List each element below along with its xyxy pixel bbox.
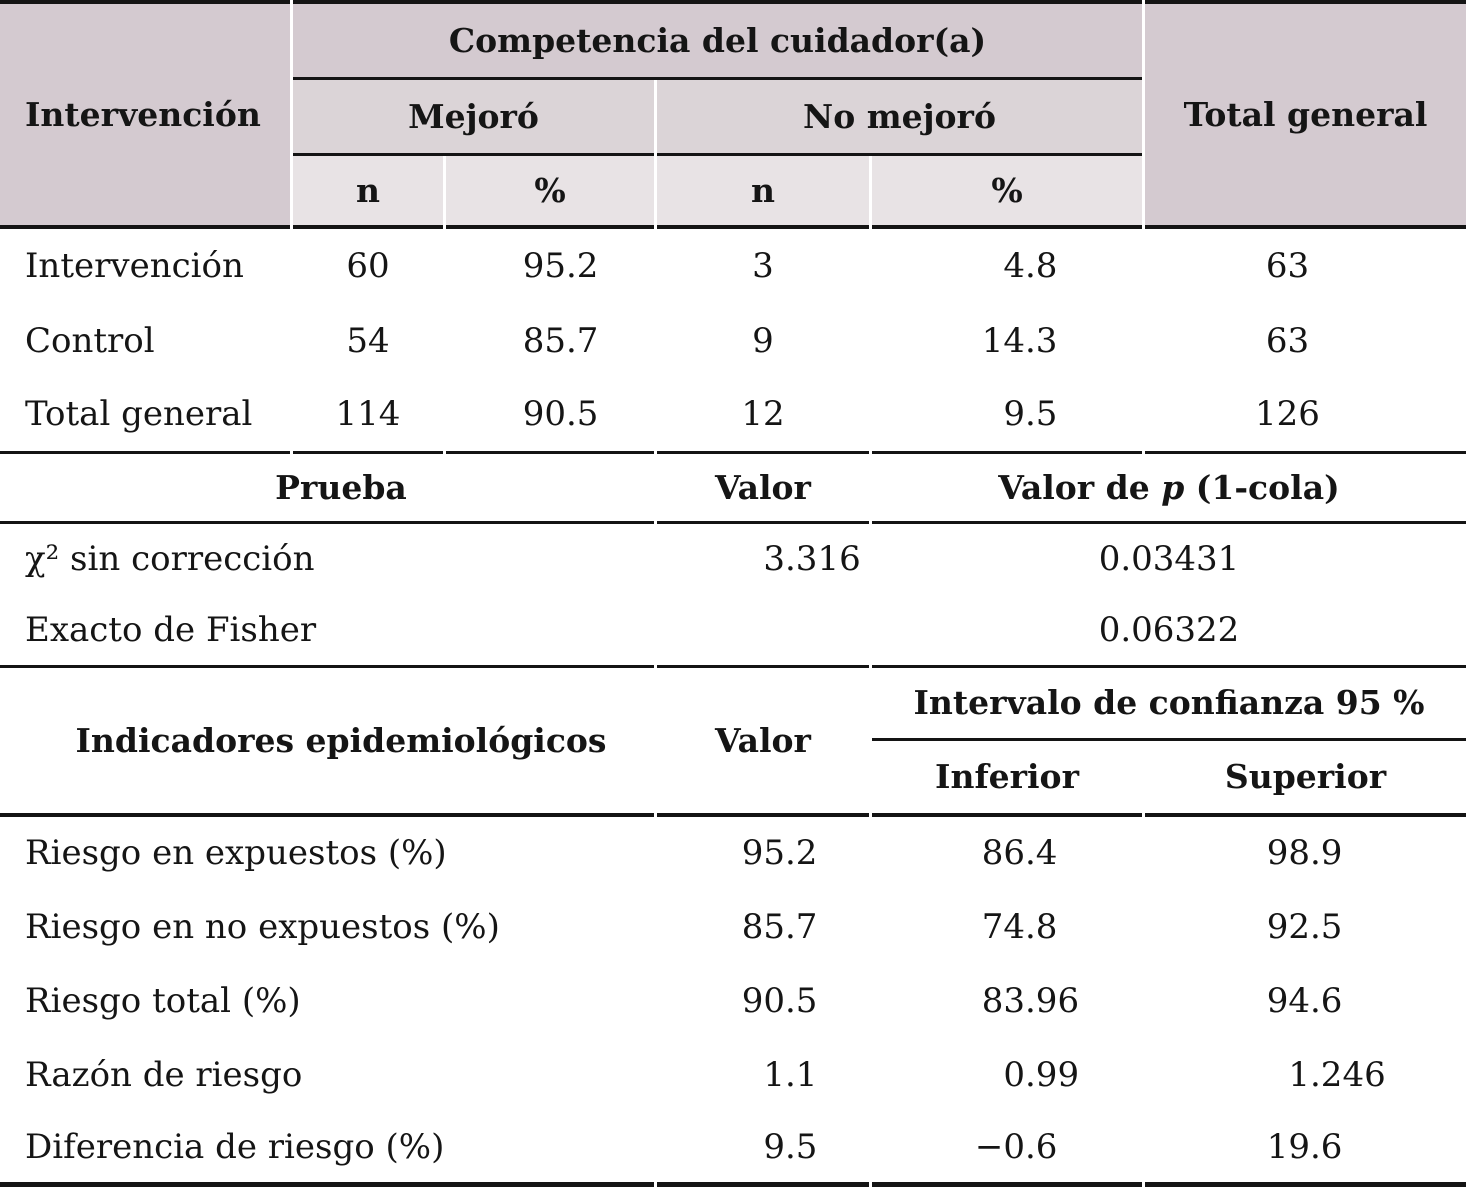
pct-subheader-mejoro: % — [446, 156, 654, 229]
cell-n-mejoro: 60 — [346, 245, 390, 286]
confidence-interval-header: Intervalo de confianza 95 % — [872, 668, 1466, 741]
indicator-value: 9.5 — [657, 1113, 869, 1187]
valor-header-indicators: Valor — [657, 668, 869, 817]
cell-total: 126 — [1145, 379, 1466, 454]
indicator-ci-lower: −0.6 — [872, 1113, 1142, 1187]
indicator-label: Diferencia de riesgo (%) — [0, 1113, 654, 1187]
indicator-ci-upper: 92.5 — [1266, 907, 1343, 948]
indicator-ci-upper: 94.6 — [1266, 981, 1343, 1022]
cell-n-mejoro: 54 — [346, 320, 390, 361]
row-label: Total general — [0, 379, 290, 454]
test-p-value: 0.03431 — [1098, 539, 1240, 580]
cell-n-mejoro: 114 — [293, 379, 443, 454]
no-mejoro-group-header: No mejoró — [657, 80, 1142, 156]
cell-pct-mejoro: 90.5 — [446, 379, 654, 454]
competencia-span-header: Competencia del cuidador(a) — [293, 0, 1142, 80]
test-row-chi-square: χ² sin corrección 3.316 0.03431 — [0, 524, 1466, 596]
indicator-value: 95.2 — [741, 833, 818, 874]
table-row-control: Control 54 85.7 9 14.3 63 — [0, 304, 1466, 379]
indicator-label: Riesgo en no expuestos (%) — [25, 907, 500, 948]
valor-header: Valor — [657, 454, 869, 524]
indicator-value: 90.5 — [741, 981, 818, 1022]
indicator-header-row-1: Indicadores epidemiológicos Valor Interv… — [0, 668, 1466, 817]
indicator-ci-upper: 98.9 — [1266, 833, 1343, 874]
cell-pct-mejoro: 95.2 — [522, 245, 599, 286]
superior-header: Superior — [1145, 741, 1466, 817]
indicator-label: Riesgo en expuestos (%) — [25, 833, 447, 874]
indicator-row-risk-exposed: Riesgo en expuestos (%) 95.2 86.4 98.9 — [0, 817, 1466, 891]
test-value: 3.316 — [763, 539, 861, 580]
test-label: Exacto de Fisher — [0, 596, 654, 668]
indicadores-header: Indicadores epidemiológicos — [0, 668, 654, 817]
header-row-2: Mejoró No mejoró — [0, 80, 1466, 156]
test-p-value: 0.06322 — [872, 596, 1466, 668]
indicator-ci-lower: 74.8 — [981, 907, 1058, 948]
header-row-3: n % n % — [0, 156, 1466, 229]
cell-pct-no-mejoro: 9.5 — [872, 379, 1142, 454]
pct-subheader-no-mejoro: % — [872, 156, 1142, 229]
prueba-header: Prueba — [0, 454, 654, 524]
indicator-header-row-2: Inferior Superior — [0, 741, 1466, 817]
table-row-total-general: Total general 114 90.5 12 9.5 126 — [0, 379, 1466, 454]
mejoro-group-header: Mejoró — [293, 80, 654, 156]
p-value-header-pre: Valor de — [998, 467, 1162, 507]
indicator-value: 85.7 — [741, 907, 818, 948]
test-label: χ² sin corrección — [25, 539, 315, 580]
header-row-1: Intervención Competencia del cuidador(a)… — [0, 0, 1466, 229]
inferior-header: Inferior — [872, 741, 1142, 817]
indicator-ci-upper: 19.6 — [1145, 1113, 1466, 1187]
indicator-ci-lower: 0.99 — [1003, 1055, 1080, 1096]
total-general-header: Total general — [1145, 0, 1466, 229]
cell-n-no-mejoro: 12 — [657, 379, 869, 454]
indicator-row-risk-difference: Diferencia de riesgo (%) 9.5 −0.6 19.6 — [0, 1113, 1466, 1187]
cell-pct-mejoro: 85.7 — [522, 320, 599, 361]
corner-header-intervencion: Intervención — [0, 0, 290, 229]
indicator-row-risk-unexposed: Riesgo en no expuestos (%) 85.7 74.8 92.… — [0, 891, 1466, 965]
row-label: Intervención — [25, 245, 244, 286]
indicator-ci-lower: 86.4 — [981, 833, 1058, 874]
table-row-intervencion: Intervención 60 95.2 3 4.8 63 — [0, 229, 1466, 304]
row-label: Control — [25, 320, 155, 361]
p-value-header-post: (1-cola) — [1184, 467, 1340, 507]
cell-total: 63 — [1265, 245, 1310, 286]
indicator-row-risk-ratio: Razón de riesgo 1.1 0.99 1.246 — [0, 1039, 1466, 1113]
indicator-label: Razón de riesgo — [25, 1055, 303, 1096]
cell-pct-no-mejoro: 4.8 — [1003, 245, 1058, 286]
test-value — [657, 596, 869, 668]
cell-total: 63 — [1265, 320, 1310, 361]
test-header-row: Prueba Valor Valor de p (1-cola) — [0, 454, 1466, 524]
indicator-value: 1.1 — [763, 1055, 818, 1096]
test-row-fisher: Exacto de Fisher 0.06322 — [0, 596, 1466, 668]
indicator-ci-upper: 1.246 — [1288, 1055, 1386, 1096]
indicator-ci-lower: 83.96 — [981, 981, 1080, 1022]
p-value-header-p: p — [1161, 467, 1185, 507]
p-value-header: Valor de p (1-cola) — [872, 454, 1466, 524]
n-subheader-no-mejoro: n — [657, 156, 869, 229]
cell-n-no-mejoro: 9 — [752, 320, 774, 361]
indicator-label: Riesgo total (%) — [25, 981, 301, 1022]
n-subheader-mejoro: n — [293, 156, 443, 229]
cell-pct-no-mejoro: 14.3 — [981, 320, 1058, 361]
indicator-row-risk-total: Riesgo total (%) 90.5 83.96 94.6 — [0, 965, 1466, 1039]
cell-n-no-mejoro: 3 — [752, 245, 774, 286]
